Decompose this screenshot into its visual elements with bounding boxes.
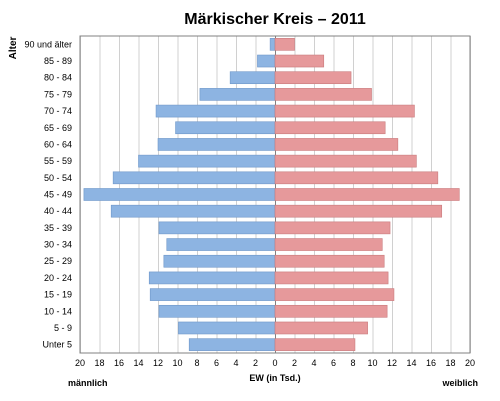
bar-male: [175, 121, 276, 135]
category-label: 30 - 34: [44, 240, 72, 250]
x-tick-label: 20: [465, 358, 475, 368]
bar-female: [274, 121, 386, 135]
bar-female: [274, 221, 391, 235]
category-label: 35 - 39: [44, 223, 72, 233]
bar-male: [166, 238, 276, 251]
bar-male: [155, 104, 276, 118]
bar-female: [274, 304, 388, 318]
bar-male: [188, 338, 276, 351]
bar-female: [274, 138, 399, 151]
category-label: Unter 5: [42, 340, 72, 350]
bar-male: [257, 54, 276, 68]
bar-male: [158, 304, 276, 318]
x-axis-label-female: weiblich: [441, 378, 478, 388]
chart-title: Märkischer Kreis – 2011: [184, 11, 366, 28]
x-tick-label: 2: [253, 358, 258, 368]
category-label: 55 - 59: [44, 156, 72, 166]
bar-male: [199, 88, 276, 101]
bar-male: [149, 288, 276, 301]
category-label: 70 - 74: [44, 106, 72, 116]
x-axis-label-male: männlich: [68, 378, 108, 388]
bar-male: [229, 71, 276, 85]
bar-female: [274, 288, 395, 301]
x-tick-label: 14: [406, 358, 416, 368]
category-label: 85 - 89: [44, 56, 72, 66]
x-tick-label: 14: [133, 358, 143, 368]
category-label: 25 - 29: [44, 256, 72, 266]
category-label: 50 - 54: [44, 173, 72, 183]
bar-female: [274, 188, 460, 201]
category-label: 60 - 64: [44, 139, 72, 149]
x-tick-label: 12: [153, 358, 163, 368]
x-tick-label: 10: [172, 358, 182, 368]
bar-male: [148, 271, 276, 285]
bar-female: [274, 271, 389, 285]
bar-female: [274, 321, 368, 335]
category-labels: 90 und älter 85 - 89 80 - 84 75 - 79 70 - 74…: [24, 39, 72, 349]
bar-female: [274, 254, 385, 268]
bar-male: [178, 321, 276, 335]
x-axis-label: EW (in Tsd.): [249, 373, 300, 383]
bar-male: [138, 154, 276, 168]
category-label: 15 - 19: [44, 290, 72, 300]
bar-female: [274, 88, 372, 101]
bars: [83, 38, 460, 351]
category-label: 5 - 9: [54, 323, 72, 333]
bar-male: [163, 254, 276, 268]
x-tick-label: 16: [114, 358, 124, 368]
x-tick-labels: 20 18 16 14 12 10 8 6 4 2 0 2 4 6 8 10 12 14 16 18 20: [75, 358, 475, 368]
bar-male: [269, 38, 276, 51]
category-label: 65 - 69: [44, 123, 72, 133]
category-label: 75 - 79: [44, 89, 72, 99]
x-tick-label: 6: [331, 358, 336, 368]
plot-frame: [79, 35, 471, 354]
category-label: 20 - 24: [44, 273, 72, 283]
x-tick-label: 6: [214, 358, 219, 368]
bar-male: [157, 138, 276, 151]
category-label: 40 - 44: [44, 206, 72, 216]
bar-female: [274, 54, 325, 68]
bar-male: [158, 221, 276, 235]
x-tick-label: 10: [367, 358, 377, 368]
bar-male: [112, 171, 276, 185]
bar-female: [274, 38, 295, 51]
y-axis-label: Alter: [8, 37, 19, 60]
x-tick-label: 8: [350, 358, 355, 368]
category-label: 90 und älter: [24, 39, 72, 49]
bar-female: [274, 238, 383, 251]
bar-female: [274, 338, 356, 351]
bar-female: [274, 171, 439, 185]
category-label: 80 - 84: [44, 73, 72, 83]
category-label: 10 - 14: [44, 306, 72, 316]
bar-female: [274, 154, 417, 168]
x-tick-label: 18: [445, 358, 455, 368]
x-tick-label: 4: [311, 358, 316, 368]
x-tick-label: 2: [292, 358, 297, 368]
x-tick-label: 4: [233, 358, 238, 368]
x-tick-label: 20: [75, 358, 85, 368]
x-tick-label: 12: [387, 358, 397, 368]
x-tick-label: 8: [194, 358, 199, 368]
bar-female: [274, 71, 352, 85]
x-tick-label: 16: [426, 358, 436, 368]
bar-female: [274, 104, 415, 118]
bar-male: [83, 188, 276, 201]
category-label: 45 - 49: [44, 190, 72, 200]
x-tick-label: 18: [94, 358, 104, 368]
bar-female: [274, 204, 443, 218]
bar-male: [110, 204, 276, 218]
x-tick-label: 0: [272, 358, 277, 368]
